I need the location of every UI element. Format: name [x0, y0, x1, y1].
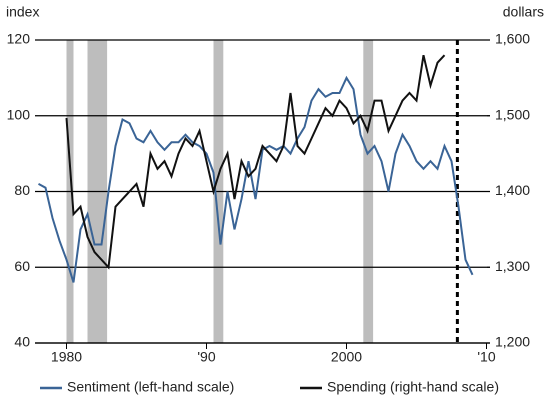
series-line	[65, 54, 446, 270]
y2-tick-label: 1,600	[495, 31, 530, 47]
y-axis-label: index	[6, 4, 39, 20]
x-tick-label: 2000	[331, 349, 362, 365]
x-tick-label: 1980	[51, 349, 82, 365]
y-tick-label: 100	[7, 106, 31, 122]
series-line	[38, 75, 474, 283]
y2-tick-label: 1,300	[495, 258, 530, 274]
y-tick-label: 80	[14, 182, 30, 198]
y2-tick-label: 1,400	[495, 182, 530, 198]
x-tick-label: '10	[477, 349, 495, 365]
y2-tick-label: 1,200	[495, 334, 530, 350]
y-tick-label: 120	[7, 31, 31, 47]
y-tick-label: 40	[14, 334, 30, 350]
y2-tick-label: 1,500	[495, 106, 530, 122]
legend-label: Sentiment (left-hand scale)	[67, 379, 234, 395]
y2-axis-label: dollars	[503, 4, 544, 20]
legend-label: Spending (right-hand scale)	[327, 379, 499, 395]
y-tick-label: 60	[14, 258, 30, 274]
x-tick-label: '90	[197, 349, 215, 365]
